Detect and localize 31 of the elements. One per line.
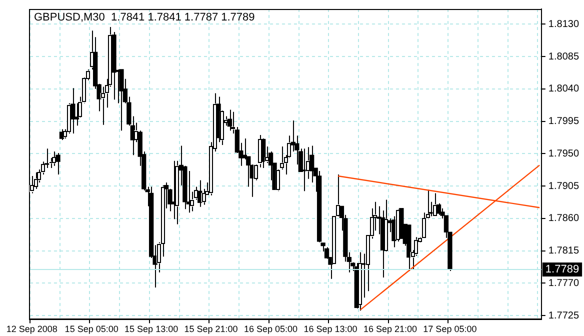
x-tick-label: 12 Sep 2008 xyxy=(6,324,58,334)
y-tick-label: 1.7815 xyxy=(548,246,580,257)
x-tick-label: 15 Sep 05:00 xyxy=(64,324,118,334)
candlestick xyxy=(358,252,363,312)
y-tick-label: 1.8130 xyxy=(548,18,580,30)
y-tick-label: 1.7770 xyxy=(548,278,580,289)
x-tick-label: 15 Sep 21:00 xyxy=(184,324,238,334)
x-tick-label: 16 Sep 21:00 xyxy=(363,324,418,334)
x-tick-label: 16 Sep 13:00 xyxy=(304,324,358,334)
chart-title: GBPUSD,M30 1.7841 1.7841 1.7787 1.7789 xyxy=(34,12,255,24)
candlestick xyxy=(432,192,438,216)
y-tick-label: 1.8085 xyxy=(548,51,580,62)
candlestick xyxy=(33,172,38,190)
x-tick-label: 16 Sep 05:00 xyxy=(244,324,298,334)
candlestick xyxy=(100,86,106,126)
candlestick xyxy=(302,148,307,192)
ref-line-label: 1.7789 xyxy=(545,264,580,276)
candlestick xyxy=(119,68,124,132)
candlestick xyxy=(70,88,76,134)
y-tick-label: 1.7995 xyxy=(548,116,580,128)
y-tick-label: 1.7905 xyxy=(548,180,580,192)
x-tick-label: 17 Sep 05:00 xyxy=(423,324,477,334)
candlestick xyxy=(201,188,206,206)
candlestick xyxy=(74,102,79,126)
candlestick xyxy=(421,212,426,240)
y-tick-label: 1.7950 xyxy=(548,148,580,160)
candlestick xyxy=(56,152,60,176)
x-tick-label: 15 Sep 13:00 xyxy=(124,324,178,334)
y-tick-label: 1.7725 xyxy=(548,310,580,322)
y-tick-label: 1.7860 xyxy=(548,213,580,224)
y-tick-label: 1.8040 xyxy=(548,84,580,95)
